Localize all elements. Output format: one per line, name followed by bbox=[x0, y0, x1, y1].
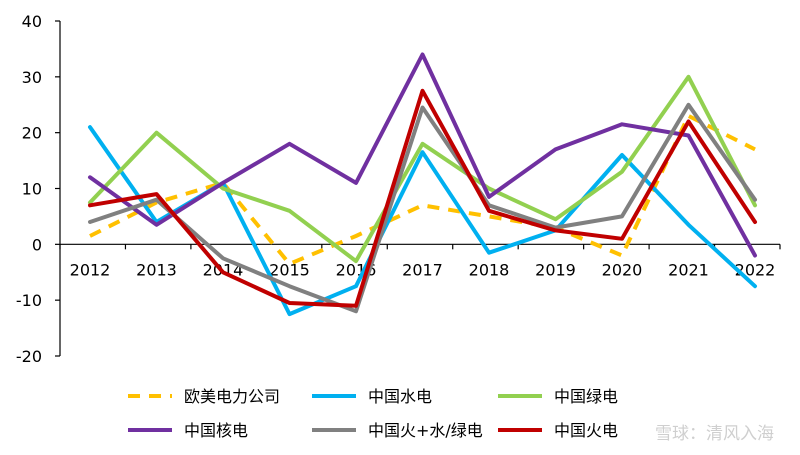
y-tick-labels: -20 -10 0 10 20 30 40 bbox=[16, 12, 42, 366]
series-line-4 bbox=[88, 102, 757, 314]
x-tick-label: 2021 bbox=[668, 260, 709, 279]
x-tick-label: 2022 bbox=[735, 260, 776, 279]
y-tick-label: 10 bbox=[22, 180, 42, 199]
x-tick-label: 2013 bbox=[136, 260, 177, 279]
y-tick-label: 30 bbox=[22, 68, 42, 87]
x-tick-label: 2020 bbox=[602, 260, 643, 279]
series-line-0 bbox=[89, 113, 756, 266]
y-tick-label: 0 bbox=[32, 235, 42, 254]
series-line-1 bbox=[88, 125, 757, 317]
x-tick-label: 2017 bbox=[402, 260, 443, 279]
series-line-2 bbox=[88, 74, 757, 264]
x-tick-labels: 2012 2013 2014 2015 2016 2017 2018 2019 2020 2021… bbox=[70, 260, 776, 279]
legend-label-3: 中国核电 bbox=[184, 421, 248, 440]
y-tick-label: 40 bbox=[22, 12, 42, 31]
x-tick-label: 2019 bbox=[535, 260, 576, 279]
legend-label-5: 中国火电 bbox=[554, 421, 618, 440]
watermark-text: 雪球：清风入海 bbox=[655, 424, 774, 444]
y-tick-label: -10 bbox=[16, 291, 42, 310]
legend-label-0: 欧美电力公司 bbox=[184, 387, 280, 406]
legend-label-4: 中国火+水/绿电 bbox=[368, 421, 483, 440]
series-line-3 bbox=[88, 52, 757, 258]
x-tick-label: 2012 bbox=[70, 260, 111, 279]
legend-label-1: 中国水电 bbox=[368, 387, 432, 406]
y-tick-label: -20 bbox=[16, 347, 42, 366]
axes bbox=[55, 20, 781, 357]
x-tick-label: 2018 bbox=[469, 260, 510, 279]
series-lines bbox=[88, 52, 757, 317]
legend-label-2: 中国绿电 bbox=[554, 387, 618, 406]
series-line-5 bbox=[88, 88, 757, 308]
x-tick-label: 2015 bbox=[269, 260, 310, 279]
y-tick-label: 20 bbox=[22, 124, 42, 143]
